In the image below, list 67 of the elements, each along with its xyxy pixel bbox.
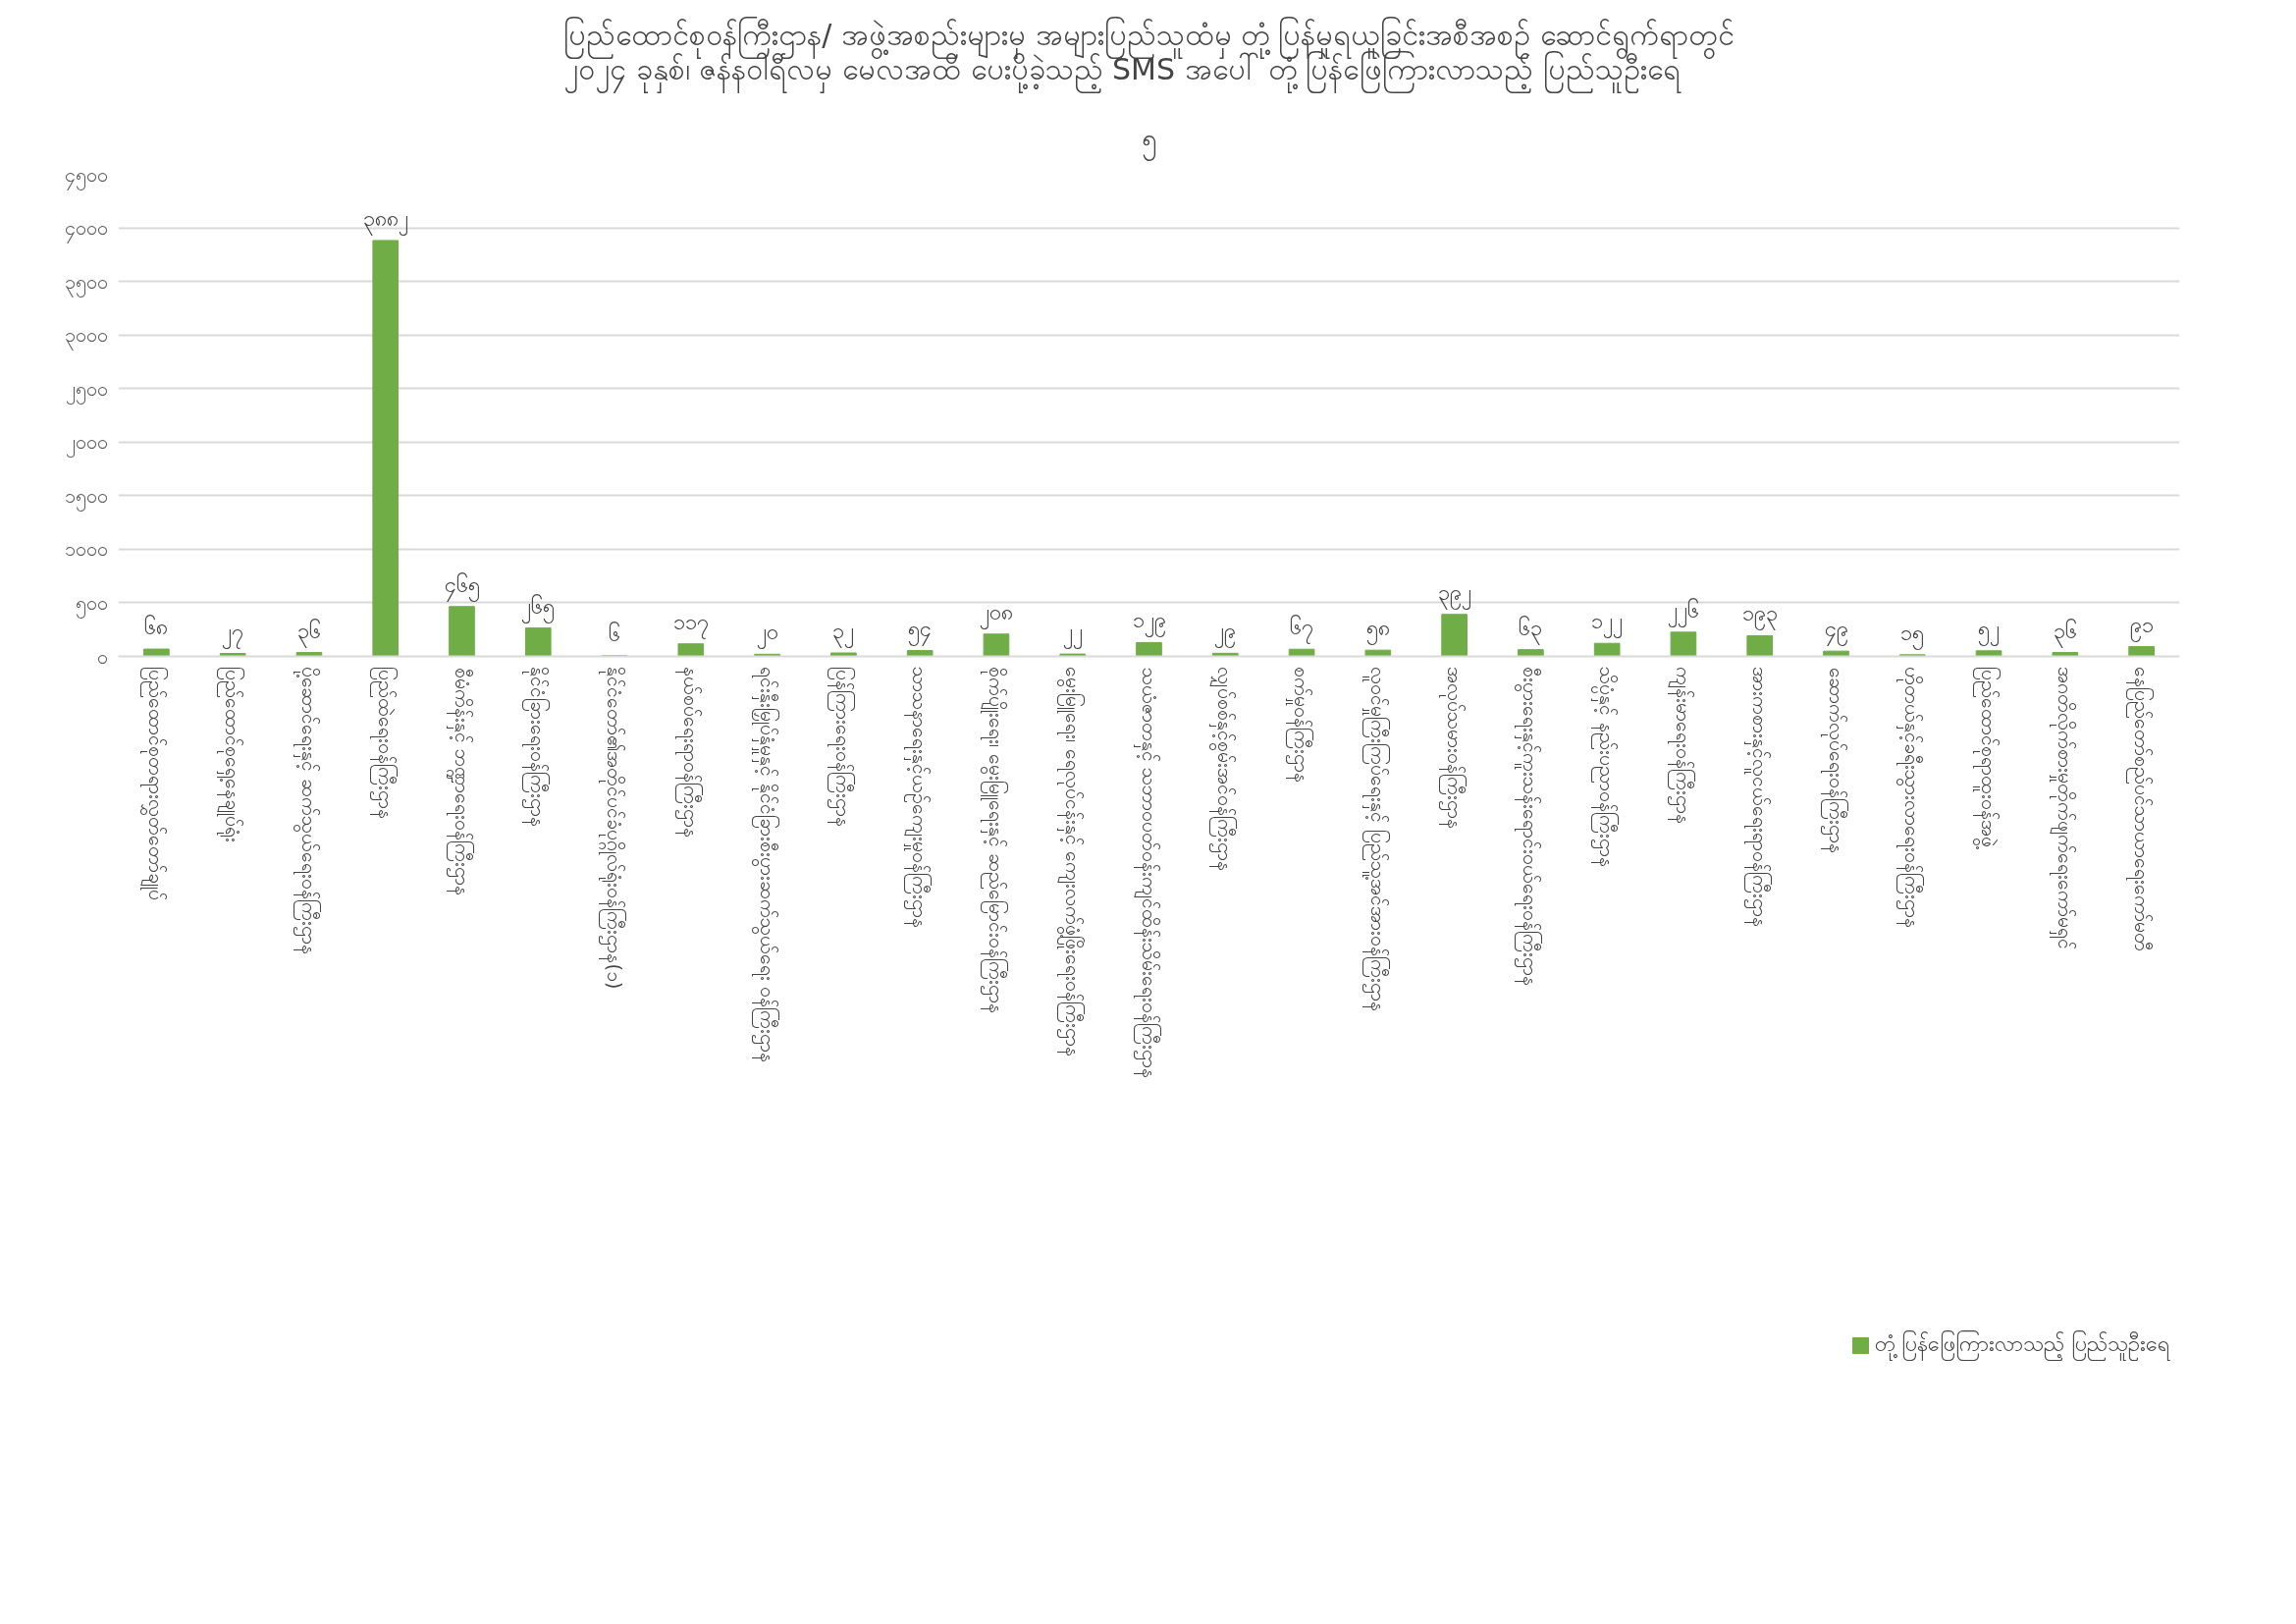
data-label: ၁၅ xyxy=(1900,620,1925,650)
data-label: ၁၉၃ xyxy=(1741,601,1778,631)
x-tick-label: သိပ္ပံနှင့် နည်းပညာဝန်ကြီးဌာန xyxy=(1591,667,1620,867)
text: ၅ xyxy=(1141,122,1157,161)
data-label: ၃၈၈၂ xyxy=(362,205,408,236)
x-tick-label: ပြည်ထောင်စုရာထူးဝန်အဖွဲ့ xyxy=(1973,667,2002,850)
x-tick-label: စက်မှုဝန်ကြီးဌာန xyxy=(1286,667,1314,784)
data-label: ၃၉၂ xyxy=(1437,579,1471,610)
x-tick-label: မွေးမြူရေး၊ ရေလုပ်ငန်းနှင့် ကျေးလက်ဖွံ့ဖြိုးရေးဝန်ကြီးဌာန xyxy=(1056,667,1085,1056)
data-label: ၂၆၅ xyxy=(521,593,556,623)
x-tick-label: လျှပ်စစ်နှင့်စွမ်းအင်ဝန်ကြီးဌာန xyxy=(1209,667,1238,872)
x-tick-label: ပြည်ထောင်စုရှေ့နေချုပ်ရုံး xyxy=(217,667,245,843)
x-tick-label: ဟိုတယ်နှင့်ခရီးသွားလာရေးဝန်ကြီးဌာန xyxy=(1896,667,1925,929)
x-tick-label: ပြန်ကြားရေးဝန်ကြီးဌာန xyxy=(828,667,856,828)
data-label: ၆၇ xyxy=(1290,615,1314,645)
x-tick-label: ပြည်ထောင်စုတရားလွှတ်တော်ချုပ် xyxy=(140,667,169,901)
x-tick-label: စီမံကိန်းနှင့် ဘဏ္ဍာရေးဝန်ကြီးဌာန xyxy=(446,667,474,895)
y-tick-label: ၃၅၀၀ xyxy=(64,269,108,298)
data-label: ၂၉ xyxy=(1214,619,1237,649)
data-label: ၁၁၇ xyxy=(672,609,709,639)
x-tick-label: နယ်စပ်ရေးရာဝန်ကြီးဌာန xyxy=(674,667,703,839)
x-tick-label: ဆောက်လုပ်ရေးဝန်ကြီးဌာန xyxy=(1820,667,1848,853)
chart-title: ပြည်ထောင်စုဝန်ကြီးဌာန/ အဖွဲ့အစည်းများမှ အများပြည်သူထံမှ တုံ့ပြန်မှုရယူခြင်းအစီအစဉ် ဆောင်ရွက်ရာတွင် ၂၀၂၄ ခုနှစ်၊ ဇန်နဝါရီလမှ မေလအထိ ပေးပို့ခဲ့သည့် SMS အပေါ် တုံ့ပြန်ဖြေကြားလာသည့် ပြည်သူဦးရေ xyxy=(563,16,1735,93)
data-label: ၅၂ xyxy=(1978,616,2001,646)
data-label: ၂၇ xyxy=(222,619,244,649)
x-tick-label: နေပြည်တော်စည်ပင်သာယာရေးကော်မတီ xyxy=(2125,667,2154,952)
data-label: ၆ xyxy=(609,621,621,646)
data-label: ၁၂၂ xyxy=(1591,609,1624,639)
y-tick-label: ၄၅၀၀ xyxy=(64,162,108,190)
x-tick-label: နိုင်ငံခြားရေးဝန်ကြီးဌာန xyxy=(522,667,551,828)
data-label: ၅၈ xyxy=(1365,616,1390,646)
x-tick-label: လူဝင်မှုကြီးကြပ်ရေးနှင့် ပြည်သူ့အင်အားဝန်ကြီးဌာန xyxy=(1362,667,1390,1011)
data-label: ၃၂ xyxy=(832,619,855,649)
data-label: ၂၂ xyxy=(1062,620,1083,650)
y-tick-label: ၃၀၀၀ xyxy=(64,323,108,352)
data-label: ၂၀ xyxy=(756,620,778,650)
data-label: ၁၂၉ xyxy=(1132,608,1166,638)
y-tick-label: ၅၀၀ xyxy=(75,590,108,619)
data-label: ၉၁ xyxy=(2129,612,2154,642)
data-label: ၆၃ xyxy=(1519,615,1543,645)
x-tick-label: သယံဇာတနှင့် သဘာဝပတ်ဝန်းကျင်ထိန်းသိမ်းရေးဝန်ကြီးဌာန xyxy=(1133,667,1161,1078)
data-label: ၃၆ xyxy=(2053,618,2077,648)
x-tick-label: သာသနာရေးနှင့်ယဉ်ကျေးမှုဝန်ကြီးဌာန xyxy=(904,667,933,929)
x-tick-label: အားကစားနှင့်လူငယ်ရေးရာဝန်ကြီးဌာန xyxy=(1743,667,1772,928)
y-tick-label: ၄၀၀၀ xyxy=(64,216,108,244)
x-tick-label: စိုက်ပျိုးရေး၊ မွေးမြူရေးနှင့် ဆည်မြောင်းဝန်ကြီးဌာန xyxy=(980,667,1008,1013)
data-label: ၄၆၅ xyxy=(444,571,480,602)
x-tick-label: ရင်းနှီးမြှုပ်နှံမှုနှင့် နိုင်ငံခြားစီးပွားဆက်သွယ်ရေး ဝန်ကြီးဌာန xyxy=(751,667,779,1062)
x-tick-label: နိုင်ငံတော်၏အတိုင်ပင်ခံပုဂ္ဂိုလ်ရုံးဝန်ကြီးဌာန(၁) xyxy=(599,667,627,990)
x-tick-label: အဂတိလိုက်စားမှုတိုက်ဖျက်ရေးကော်မရှင် xyxy=(2049,667,2076,950)
data-label: ၅၄ xyxy=(908,616,933,646)
y-tick-label: ၁၅၀၀ xyxy=(64,483,108,512)
data-label: ၆၈ xyxy=(144,615,169,640)
data-label: ၄၉ xyxy=(1824,617,1848,647)
legend-label: တုံ့ပြန်ဖြေကြားလာသည့် ပြည်သူဦးရေ xyxy=(1875,1329,2169,1362)
data-label: ၂၂၆ xyxy=(1667,597,1699,627)
data-label: ၂၀၈ xyxy=(979,599,1013,629)
x-tick-label: ပို့ဆောင်ရေးနှင့် ဆက်သွယ်ရေးဝန်ကြီးဌာန xyxy=(293,667,321,954)
data-label: ၃၆ xyxy=(296,618,321,648)
y-tick-label: ၂၀၀၀ xyxy=(65,430,108,459)
x-tick-label: ပြည်ထဲရေးဝန်ကြီးဌာန xyxy=(369,667,398,820)
x-tick-label: အလုပ်သမားဝန်ကြီးဌာန xyxy=(1438,667,1467,830)
x-tick-label: စီးပွားရေးနှင့်ကူးသန်းရောင်းဝယ်ရေးဝန်ကြီးဌာန xyxy=(1515,667,1543,987)
x-tick-label: ကျန်းမာရေးဝန်ကြီးဌာန xyxy=(1667,667,1695,825)
y-tick-label: ၀ xyxy=(96,644,108,669)
y-tick-label: ၂၅၀၀ xyxy=(65,376,108,405)
y-tick-label: ၁၀၀၀ xyxy=(64,537,108,562)
